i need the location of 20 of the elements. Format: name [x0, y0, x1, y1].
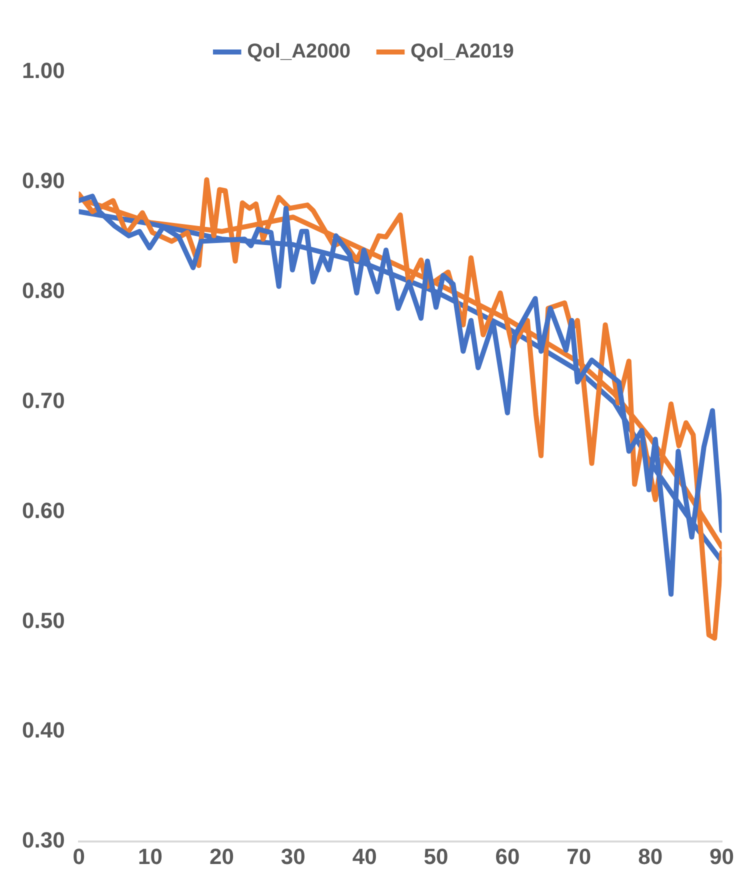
x-tick-label: 20	[209, 844, 234, 869]
y-tick-label: 0.90	[22, 168, 65, 194]
y-tick-label: 0.40	[22, 718, 65, 743]
x-tick-label: 10	[138, 844, 162, 869]
x-tick-label: 60	[495, 844, 520, 869]
x-tick-label: 70	[566, 844, 592, 869]
x-tick-label: 30	[280, 844, 306, 869]
y-tick-label: 0.70	[22, 388, 65, 413]
y-tick-label: 0.30	[22, 828, 65, 853]
y-tick-label: 0.50	[22, 608, 65, 633]
y-tick-label: 0.60	[22, 498, 65, 523]
x-tick-label: 0	[72, 844, 85, 869]
y-tick-label: 1.00	[22, 58, 65, 84]
x-tick-label: 50	[424, 844, 448, 869]
y-tick-label: 0.80	[22, 278, 65, 303]
x-tick-label: 90	[710, 844, 734, 869]
legend-label: Qol_A2000	[247, 40, 350, 63]
legend-label: Qol_A2019	[410, 40, 514, 63]
x-tick-label: 40	[352, 844, 377, 869]
x-tick-label: 80	[638, 844, 663, 869]
